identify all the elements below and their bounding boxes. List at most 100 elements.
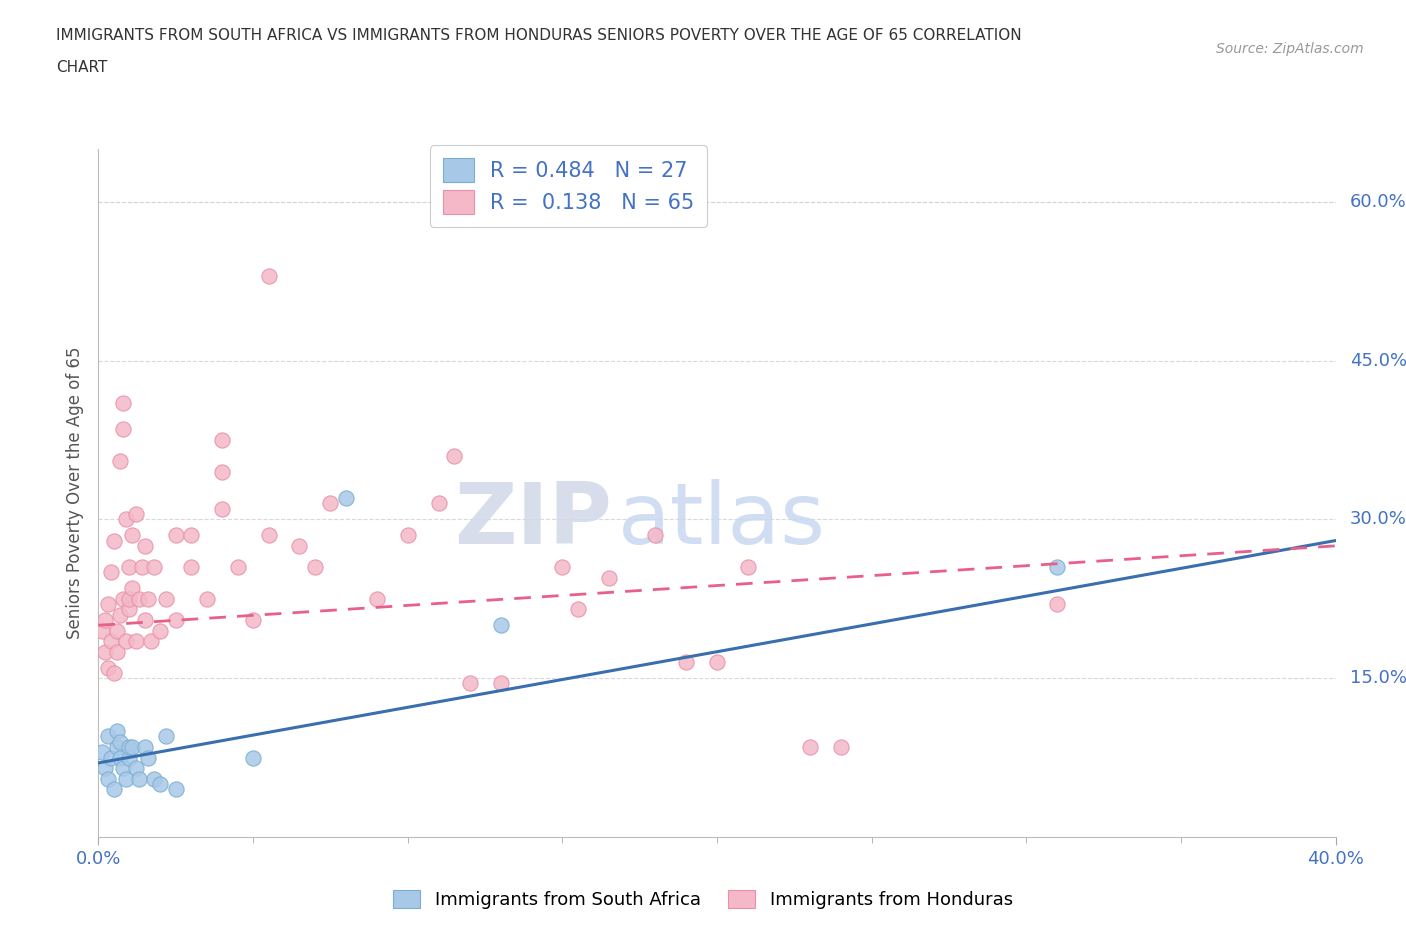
- Point: [103, 533, 125, 548]
- Point: [118, 591, 141, 606]
- Point: [706, 655, 728, 670]
- Point: [100, 565, 122, 579]
- Point: [242, 613, 264, 628]
- Point: [108, 735, 131, 750]
- Point: [93, 644, 115, 659]
- Point: [304, 560, 326, 575]
- Point: [121, 528, 143, 543]
- Point: [124, 761, 146, 776]
- Point: [134, 538, 156, 553]
- Point: [335, 491, 357, 506]
- Point: [100, 751, 122, 765]
- Point: [136, 751, 159, 765]
- Point: [143, 560, 166, 575]
- Point: [108, 751, 131, 765]
- Point: [366, 591, 388, 606]
- Point: [112, 395, 135, 410]
- Point: [257, 528, 280, 543]
- Point: [118, 602, 141, 617]
- Text: IMMIGRANTS FROM SOUTH AFRICA VS IMMIGRANTS FROM HONDURAS SENIORS POVERTY OVER TH: IMMIGRANTS FROM SOUTH AFRICA VS IMMIGRAN…: [56, 28, 1022, 43]
- Point: [551, 560, 574, 575]
- Point: [567, 602, 589, 617]
- Point: [143, 771, 166, 786]
- Point: [155, 729, 177, 744]
- Y-axis label: Seniors Poverty Over the Age of 65: Seniors Poverty Over the Age of 65: [66, 347, 84, 639]
- Point: [180, 560, 202, 575]
- Point: [134, 739, 156, 754]
- Point: [644, 528, 666, 543]
- Legend: Immigrants from South Africa, Immigrants from Honduras: Immigrants from South Africa, Immigrants…: [387, 883, 1019, 916]
- Point: [211, 432, 233, 447]
- Point: [139, 633, 162, 648]
- Point: [242, 751, 264, 765]
- Point: [118, 751, 141, 765]
- Point: [97, 660, 120, 675]
- Point: [97, 771, 120, 786]
- Point: [108, 454, 131, 469]
- Legend: R = 0.484   N = 27, R =  0.138   N = 65: R = 0.484 N = 27, R = 0.138 N = 65: [430, 145, 707, 227]
- Point: [149, 623, 172, 638]
- Point: [118, 739, 141, 754]
- Point: [115, 771, 138, 786]
- Point: [134, 613, 156, 628]
- Point: [121, 739, 143, 754]
- Point: [489, 676, 512, 691]
- Text: 30.0%: 30.0%: [1350, 511, 1406, 528]
- Point: [103, 666, 125, 681]
- Point: [1046, 597, 1069, 612]
- Point: [136, 591, 159, 606]
- Point: [211, 501, 233, 516]
- Text: ZIP: ZIP: [454, 479, 612, 562]
- Text: atlas: atlas: [619, 479, 827, 562]
- Point: [131, 560, 153, 575]
- Point: [90, 623, 112, 638]
- Point: [799, 739, 821, 754]
- Point: [443, 448, 465, 463]
- Text: CHART: CHART: [56, 60, 108, 75]
- Point: [118, 560, 141, 575]
- Point: [458, 676, 481, 691]
- Point: [319, 496, 342, 511]
- Point: [124, 633, 146, 648]
- Point: [128, 771, 150, 786]
- Point: [124, 507, 146, 522]
- Point: [112, 591, 135, 606]
- Point: [737, 560, 759, 575]
- Point: [108, 607, 131, 622]
- Point: [105, 724, 128, 738]
- Point: [97, 597, 120, 612]
- Point: [121, 580, 143, 595]
- Point: [489, 618, 512, 632]
- Point: [396, 528, 419, 543]
- Point: [180, 528, 202, 543]
- Point: [115, 512, 138, 526]
- Point: [165, 613, 187, 628]
- Point: [112, 761, 135, 776]
- Point: [830, 739, 852, 754]
- Point: [93, 613, 115, 628]
- Point: [100, 633, 122, 648]
- Point: [105, 644, 128, 659]
- Point: [427, 496, 450, 511]
- Point: [675, 655, 697, 670]
- Point: [103, 782, 125, 797]
- Point: [165, 528, 187, 543]
- Point: [257, 269, 280, 284]
- Point: [128, 591, 150, 606]
- Point: [288, 538, 311, 553]
- Text: 60.0%: 60.0%: [1350, 193, 1406, 211]
- Point: [155, 591, 177, 606]
- Point: [105, 739, 128, 754]
- Point: [195, 591, 218, 606]
- Point: [97, 729, 120, 744]
- Point: [115, 633, 138, 648]
- Point: [1046, 560, 1069, 575]
- Point: [90, 745, 112, 760]
- Point: [149, 777, 172, 791]
- Text: 15.0%: 15.0%: [1350, 670, 1406, 687]
- Point: [598, 570, 620, 585]
- Point: [211, 464, 233, 479]
- Point: [165, 782, 187, 797]
- Point: [226, 560, 249, 575]
- Point: [93, 761, 115, 776]
